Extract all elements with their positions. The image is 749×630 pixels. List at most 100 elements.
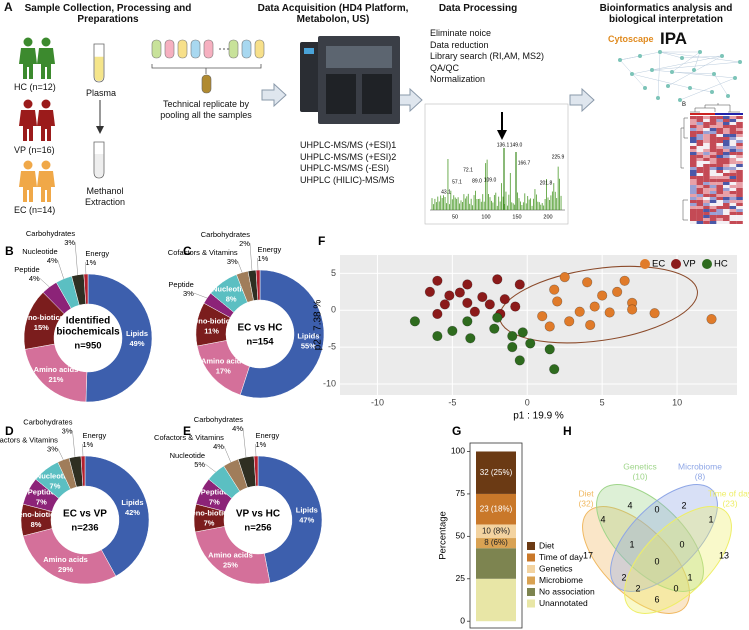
heatmap-cell xyxy=(716,146,723,149)
network-edge xyxy=(671,51,701,73)
heatmap-cell xyxy=(690,191,697,194)
set-ellipse xyxy=(624,506,732,614)
spectrum-tick: 200 xyxy=(543,214,552,220)
heatmap-cell xyxy=(690,212,697,215)
slice-value: 7% xyxy=(50,481,61,490)
heatmap-cell xyxy=(690,182,697,185)
point xyxy=(477,291,488,303)
heatmap-cell xyxy=(690,218,697,221)
set-size: (32) xyxy=(578,498,593,508)
leader-line xyxy=(257,258,259,271)
slice-label: Lipids xyxy=(121,498,143,507)
slice-label: Xeno-biotics xyxy=(189,316,234,325)
heatmap-cell xyxy=(703,149,710,152)
heatmap-cell xyxy=(723,164,730,167)
slice-value: 3% xyxy=(47,445,58,454)
instrument-light xyxy=(304,48,314,54)
heatmap-cell xyxy=(703,212,710,215)
method: UHPLC-MS/MS (-ESI) xyxy=(300,163,390,173)
network-edge xyxy=(651,61,741,71)
heatmap-cell xyxy=(703,200,710,203)
bar-segment xyxy=(476,451,516,494)
network-node xyxy=(698,50,702,54)
heatmap-cell xyxy=(729,191,737,194)
slice-label: Cofactors & Vitamins xyxy=(0,436,58,445)
point xyxy=(507,330,518,342)
slice-value: 15% xyxy=(34,323,49,332)
heatmap-cell xyxy=(736,191,743,194)
heatmap-cell xyxy=(716,149,723,152)
heatmap-cell xyxy=(690,134,697,137)
block-arrow xyxy=(397,87,423,113)
heatmap-cell xyxy=(736,185,743,188)
heatmap-cell xyxy=(690,194,697,197)
heatmap-cell xyxy=(709,212,717,215)
peak-label: 89.0 xyxy=(472,178,482,184)
slice-value: 21% xyxy=(48,375,63,384)
heatmap-cell xyxy=(690,128,697,131)
point xyxy=(589,301,600,312)
heatmap-cell xyxy=(709,143,717,146)
heatmap-cell xyxy=(729,200,737,203)
instrument-panel xyxy=(326,74,356,114)
network-node xyxy=(712,72,716,76)
heatmap-cell xyxy=(716,206,723,209)
heatmap-cell xyxy=(709,155,717,158)
y-tick-label: 75 xyxy=(456,488,466,498)
x-tick-label: 0 xyxy=(525,397,530,407)
heatmap-cell xyxy=(729,152,737,155)
heatmap-cell xyxy=(696,212,704,215)
heatmap-cell xyxy=(716,194,723,197)
heatmap-cell xyxy=(716,221,723,224)
heatmap-cell xyxy=(716,170,723,173)
network-edge xyxy=(671,71,715,75)
point xyxy=(432,308,443,320)
dendrogram xyxy=(680,117,688,221)
slice-label: Cofactors & Vitamins xyxy=(154,433,224,442)
person-head xyxy=(23,160,33,170)
slice-label: Lipids xyxy=(297,332,319,341)
network-edge xyxy=(679,77,736,101)
heatmap-cell xyxy=(703,116,710,119)
heatmap-cell xyxy=(736,143,743,146)
step: Normalization xyxy=(430,74,486,84)
heatmap-cell xyxy=(690,164,697,167)
slice-value: 3% xyxy=(227,257,238,266)
center-n: n=256 xyxy=(244,523,271,534)
heatmap-cell xyxy=(690,149,697,152)
point xyxy=(432,275,443,286)
region-count: 1 xyxy=(687,572,692,582)
slice-label: Peptide xyxy=(201,488,228,497)
heatmap-cell xyxy=(736,188,743,191)
person-head xyxy=(41,160,51,170)
panel-label: H xyxy=(563,424,572,438)
heatmap-cell xyxy=(703,158,710,161)
dendrogram xyxy=(690,103,740,113)
heatmap-cell xyxy=(723,122,730,125)
heatmap-cell xyxy=(709,200,717,203)
heatmap-cell xyxy=(690,131,697,134)
heatmap-cell xyxy=(723,158,730,161)
heatmap-cell xyxy=(690,161,697,164)
heatmap-cell xyxy=(723,173,730,176)
heatmap-cell xyxy=(716,185,723,188)
panel-label: B xyxy=(5,244,14,258)
sample-tube xyxy=(164,39,175,59)
point xyxy=(432,330,443,342)
network-node xyxy=(720,54,724,58)
person-body xyxy=(19,48,37,79)
heatmap-cell xyxy=(690,137,697,140)
bar-label: 32 (25%) xyxy=(480,468,513,477)
network-node xyxy=(710,90,714,94)
legend-label: Microbiome xyxy=(539,575,583,585)
heatmap-cell xyxy=(729,131,737,134)
peak-label: 201.8 xyxy=(540,180,553,186)
heatmap-cell xyxy=(696,188,704,191)
sample-tube xyxy=(177,39,188,59)
heatmap-cell xyxy=(703,122,710,125)
heatmap-cell xyxy=(723,116,730,119)
center-label: Identified xyxy=(66,316,110,327)
heatmap-cell xyxy=(723,212,730,215)
network-node xyxy=(643,86,647,90)
heatmap-cell xyxy=(729,143,737,146)
